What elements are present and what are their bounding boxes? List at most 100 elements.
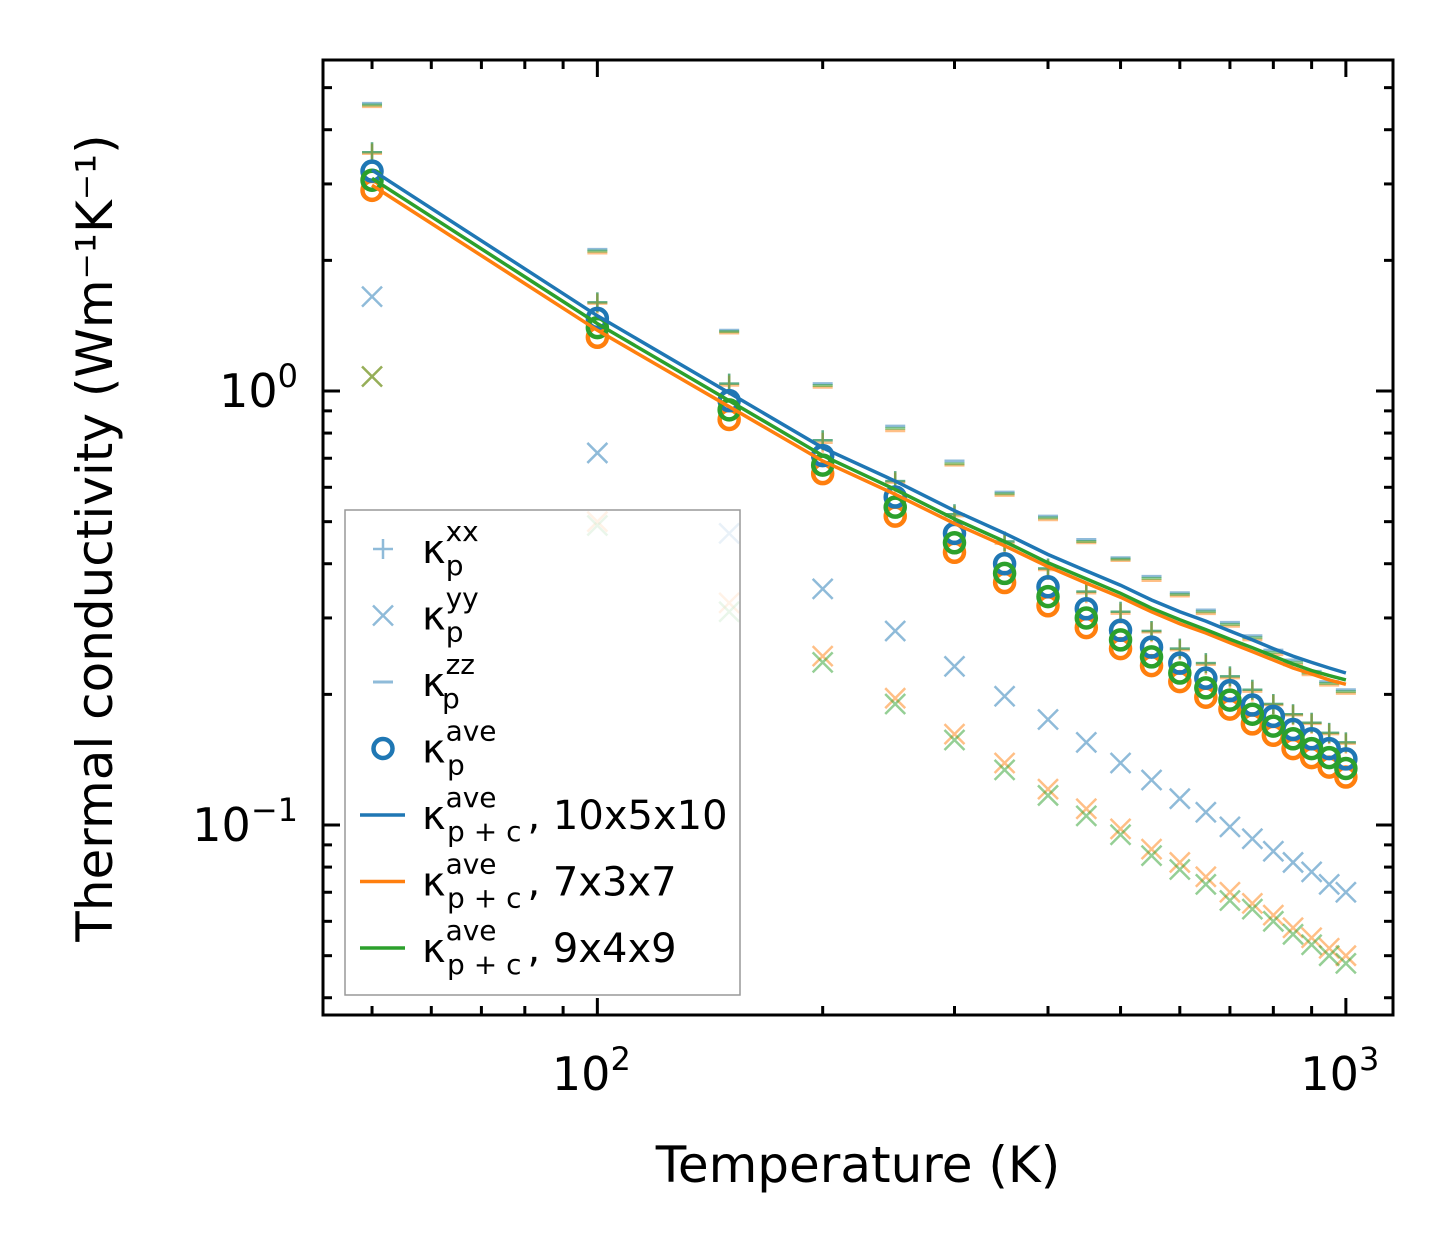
y-tick-label: 10−1 — [192, 791, 298, 852]
y-tick-exponent: 0 — [278, 357, 298, 395]
data-point — [1036, 584, 1060, 609]
data-point — [1240, 702, 1265, 726]
data-point — [1140, 769, 1163, 791]
data-point — [1241, 898, 1264, 921]
plot-frame — [321, 58, 1395, 1017]
data-point — [1074, 606, 1099, 630]
data-point — [1168, 851, 1191, 874]
legend-superscript: ave — [446, 914, 497, 947]
legend-subscript: p + c — [447, 948, 521, 981]
data-point — [1299, 736, 1324, 761]
data-point — [884, 620, 907, 642]
data-point — [360, 159, 384, 183]
legend-subscript: p + c — [447, 815, 521, 848]
legend-label: κave p — [422, 715, 497, 782]
data-point — [1300, 926, 1323, 949]
data-point — [1109, 752, 1132, 774]
data-point — [884, 693, 907, 715]
x-axis-label: Temperature (K) — [655, 1136, 1060, 1194]
legend-suffix: , 7x3x7 — [528, 860, 677, 906]
legend-box — [344, 509, 741, 996]
data-point — [362, 142, 383, 163]
legend-entry: κzz p — [373, 648, 475, 715]
data-point — [1168, 858, 1191, 881]
legend-entry: κave p + c, 10x5x10 — [360, 781, 728, 848]
x-tick-exponent: 2 — [610, 1040, 630, 1078]
x-tick-exponent: 3 — [1359, 1040, 1379, 1078]
series-line — [371, 183, 1347, 686]
data-point — [884, 687, 907, 710]
legend-entry: κave p + c, 9x4x9 — [360, 914, 677, 981]
data-point — [1194, 801, 1217, 824]
data-point — [1262, 840, 1285, 863]
data-point — [992, 551, 1017, 576]
y-tick-label: 100 — [219, 357, 298, 418]
data-point — [1036, 575, 1060, 599]
series-kp-c-ave-9x4x9 — [371, 176, 1347, 682]
legend-subscript: p + c — [447, 882, 521, 915]
data-point — [1139, 645, 1164, 669]
data-point — [1140, 838, 1163, 861]
data-point — [883, 485, 907, 509]
data-point — [1075, 731, 1098, 754]
data-point — [1334, 881, 1357, 904]
data-point — [1282, 916, 1304, 939]
data-point — [942, 531, 967, 555]
x-tick-base: 10 — [552, 1047, 611, 1101]
series-kp-c-ave-10x5x10 — [371, 168, 1347, 675]
data-point — [1263, 694, 1284, 715]
data-point — [1334, 944, 1357, 967]
y-tick-exponent: −1 — [251, 791, 298, 829]
legend-entry: κyy p — [372, 582, 479, 649]
legend-symbol: κ — [422, 527, 446, 573]
data-point — [1037, 708, 1059, 731]
data-point — [1194, 666, 1218, 690]
data-point — [1218, 688, 1242, 712]
data-point — [361, 365, 383, 388]
legend-marker-x — [372, 604, 394, 627]
series-kp-ave-9x4x9 — [360, 168, 1358, 781]
data-point — [1075, 797, 1098, 820]
data-point — [943, 723, 966, 745]
legend-marker-circle — [371, 736, 395, 761]
data-point — [811, 578, 834, 600]
legend-superscript: yy — [446, 582, 479, 615]
data-point — [992, 561, 1017, 586]
legend-superscript: zz — [446, 648, 475, 681]
legend-label: κxx p — [422, 515, 479, 582]
data-point — [1262, 904, 1285, 927]
data-point — [1281, 727, 1305, 751]
data-point — [1318, 944, 1341, 967]
legend-label: κave p + c, 9x4x9 — [422, 914, 677, 981]
legend-marker-plus — [373, 539, 393, 559]
series-kp-c-ave-7x3x7 — [371, 183, 1347, 686]
data-point — [993, 752, 1016, 774]
x-tick-base: 10 — [1300, 1047, 1359, 1101]
series-kp-ave-10x5x10 — [360, 159, 1358, 771]
legend-subscript: p — [442, 682, 460, 715]
data-point — [1300, 860, 1323, 883]
data-point — [1168, 661, 1192, 685]
legend-suffix: , 9x4x9 — [528, 926, 677, 972]
data-point — [586, 442, 609, 464]
legend-entry: κave p + c, 7x3x7 — [360, 848, 677, 915]
data-point — [1240, 693, 1265, 717]
legend-superscript: ave — [446, 781, 497, 814]
legend-superscript: xx — [446, 515, 479, 548]
data-point — [1110, 601, 1131, 622]
legend-superscript: ave — [446, 848, 497, 881]
data-point — [811, 645, 834, 668]
data-point — [1219, 889, 1241, 912]
legend-superscript: ave — [446, 715, 497, 748]
legend-symbol: κ — [422, 793, 446, 839]
data-point — [1140, 844, 1163, 867]
series-kp-yy-10x5x10 — [361, 285, 1357, 904]
legend-entry: κxx p — [373, 515, 479, 582]
data-point — [993, 758, 1016, 781]
legend-symbol: κ — [422, 660, 446, 706]
legend-label: κave p + c, 10x5x10 — [422, 781, 728, 848]
legend-label: κzz p — [422, 648, 475, 715]
